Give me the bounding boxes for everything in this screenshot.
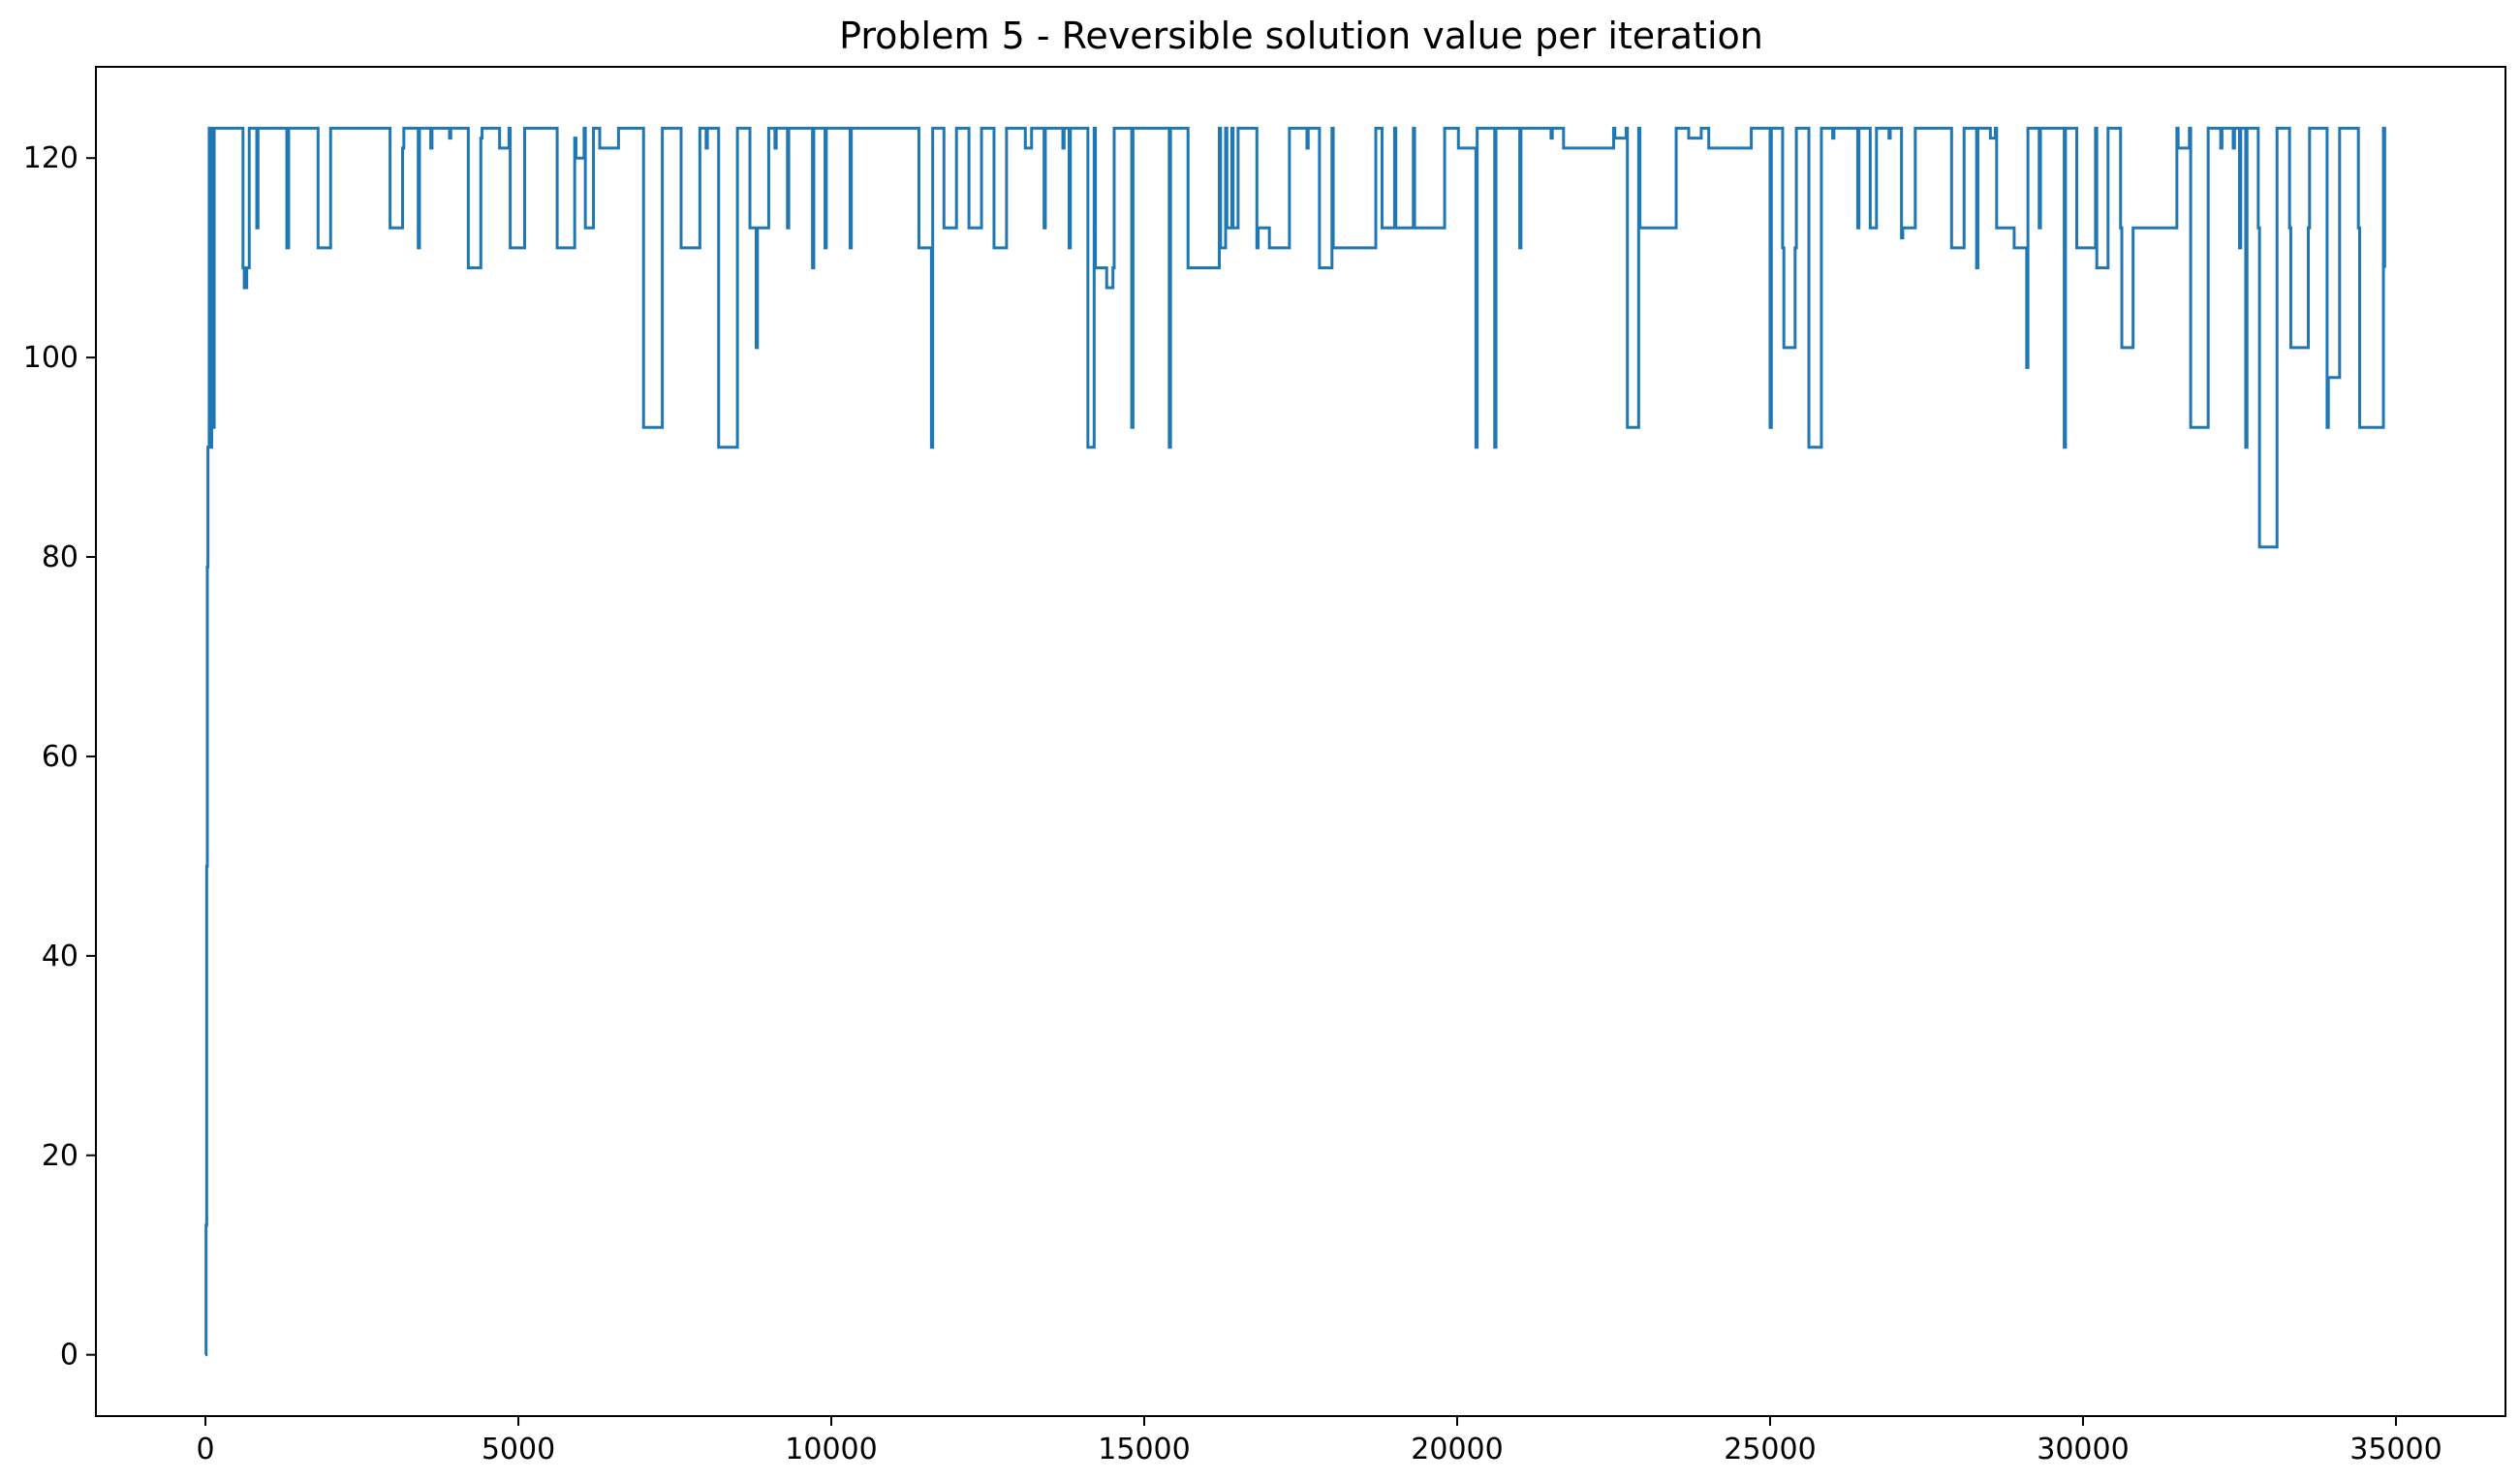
chart-title: Problem 5 - Reversible solution value pe… (839, 15, 1763, 57)
y-tick-label: 0 (60, 1339, 78, 1373)
y-tick-label: 40 (42, 940, 78, 973)
y-tick-label: 120 (23, 141, 78, 175)
x-tick-label: 35000 (2349, 1433, 2442, 1466)
x-tick-label: 30000 (2037, 1433, 2129, 1466)
x-tick-label: 0 (196, 1433, 214, 1466)
x-tick-label: 15000 (1098, 1433, 1190, 1466)
series-line-0 (204, 126, 2386, 1357)
y-tick-label: 60 (42, 740, 78, 774)
y-axis: 0 20 40 60 80 100 120 (23, 141, 96, 1373)
x-tick-label: 20000 (1411, 1433, 1503, 1466)
x-tick-label: 5000 (482, 1433, 555, 1466)
y-tick-label: 80 (42, 540, 78, 574)
x-axis: 0 5000 10000 15000 20000 25000 30000 35000 (196, 1416, 2442, 1466)
plot-frame (95, 66, 2506, 1417)
x-tick-label: 25000 (1724, 1433, 1816, 1466)
plot-layer (204, 126, 2386, 1357)
x-tick-label: 10000 (785, 1433, 877, 1466)
y-tick-label: 20 (42, 1139, 78, 1173)
y-tick-label: 100 (23, 341, 78, 375)
